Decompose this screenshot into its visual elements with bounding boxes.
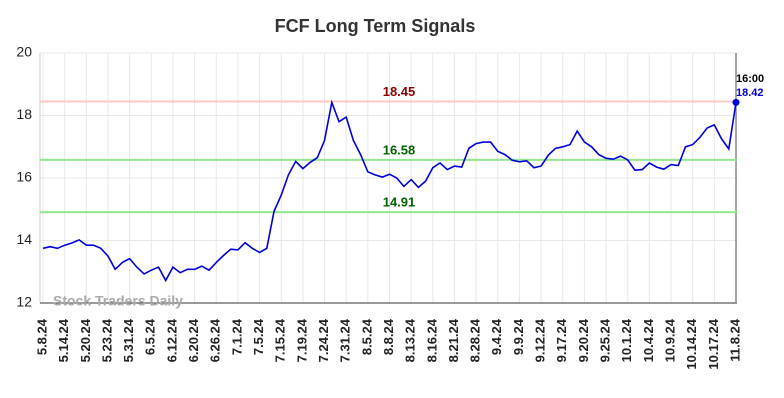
- x-tick-label: 10.9.24: [662, 318, 677, 362]
- x-tick-label: 10.17.24: [706, 318, 721, 369]
- x-tick-label: 6.20.24: [186, 318, 201, 362]
- x-tick-label: 8.21.24: [446, 318, 461, 362]
- x-tick-label: 7.1.24: [229, 318, 244, 355]
- x-tick-label: 11.8.24: [727, 318, 742, 361]
- x-tick-label: 8.28.24: [468, 318, 483, 362]
- threshold-label: 16.58: [383, 142, 416, 157]
- x-tick-label: 9.17.24: [554, 318, 569, 362]
- x-tick-label: 9.12.24: [533, 318, 548, 362]
- x-tick-label: 8.5.24: [359, 318, 374, 355]
- x-tick-label: 5.31.24: [121, 318, 136, 362]
- x-tick-label: 8.13.24: [403, 318, 418, 362]
- y-tick-label: 18: [16, 106, 32, 122]
- y-tick-label: 16: [16, 169, 32, 185]
- last-time-label: 16:00: [736, 73, 764, 85]
- price-line: [42, 99, 737, 283]
- x-tick-label: 5.8.24: [34, 318, 49, 355]
- y-tick-label: 20: [16, 44, 32, 60]
- x-tick-label: 5.23.24: [99, 318, 114, 362]
- last-point: [732, 98, 740, 106]
- x-tick-label: 7.15.24: [273, 318, 288, 362]
- x-tick-label: 7.24.24: [316, 318, 331, 362]
- x-tick-label: 9.20.24: [576, 318, 591, 362]
- y-tick-label: 12: [16, 294, 32, 310]
- threshold-label: 18.45: [383, 84, 416, 99]
- x-tick-label: 6.12.24: [164, 318, 179, 362]
- x-tick-label: 10.4.24: [641, 318, 656, 362]
- x-tick-label: 7.5.24: [251, 318, 266, 355]
- watermark: Stock Traders Daily: [53, 293, 183, 309]
- threshold-label: 14.91: [383, 195, 416, 210]
- x-tick-label: 7.19.24: [294, 318, 309, 362]
- x-tick-label: 9.4.24: [489, 318, 504, 355]
- chart-title: FCF Long Term Signals: [275, 16, 476, 36]
- x-tick-label: 6.26.24: [208, 318, 223, 362]
- last-value-label: 18.42: [736, 87, 764, 99]
- x-tick-label: 9.25.24: [598, 318, 613, 362]
- x-tick-label: 8.8.24: [381, 318, 396, 355]
- x-tick-label: 5.14.24: [56, 318, 71, 362]
- x-tick-label: 8.16.24: [424, 318, 439, 362]
- x-tick-label: 10.1.24: [619, 318, 634, 362]
- x-tick-label: 7.31.24: [338, 318, 353, 362]
- x-tick-label: 6.5.24: [143, 318, 158, 355]
- x-tick-label: 9.9.24: [511, 318, 526, 355]
- x-tick-label: 10.14.24: [684, 318, 699, 369]
- x-tick-label: 5.20.24: [78, 318, 93, 362]
- y-tick-label: 14: [16, 231, 32, 247]
